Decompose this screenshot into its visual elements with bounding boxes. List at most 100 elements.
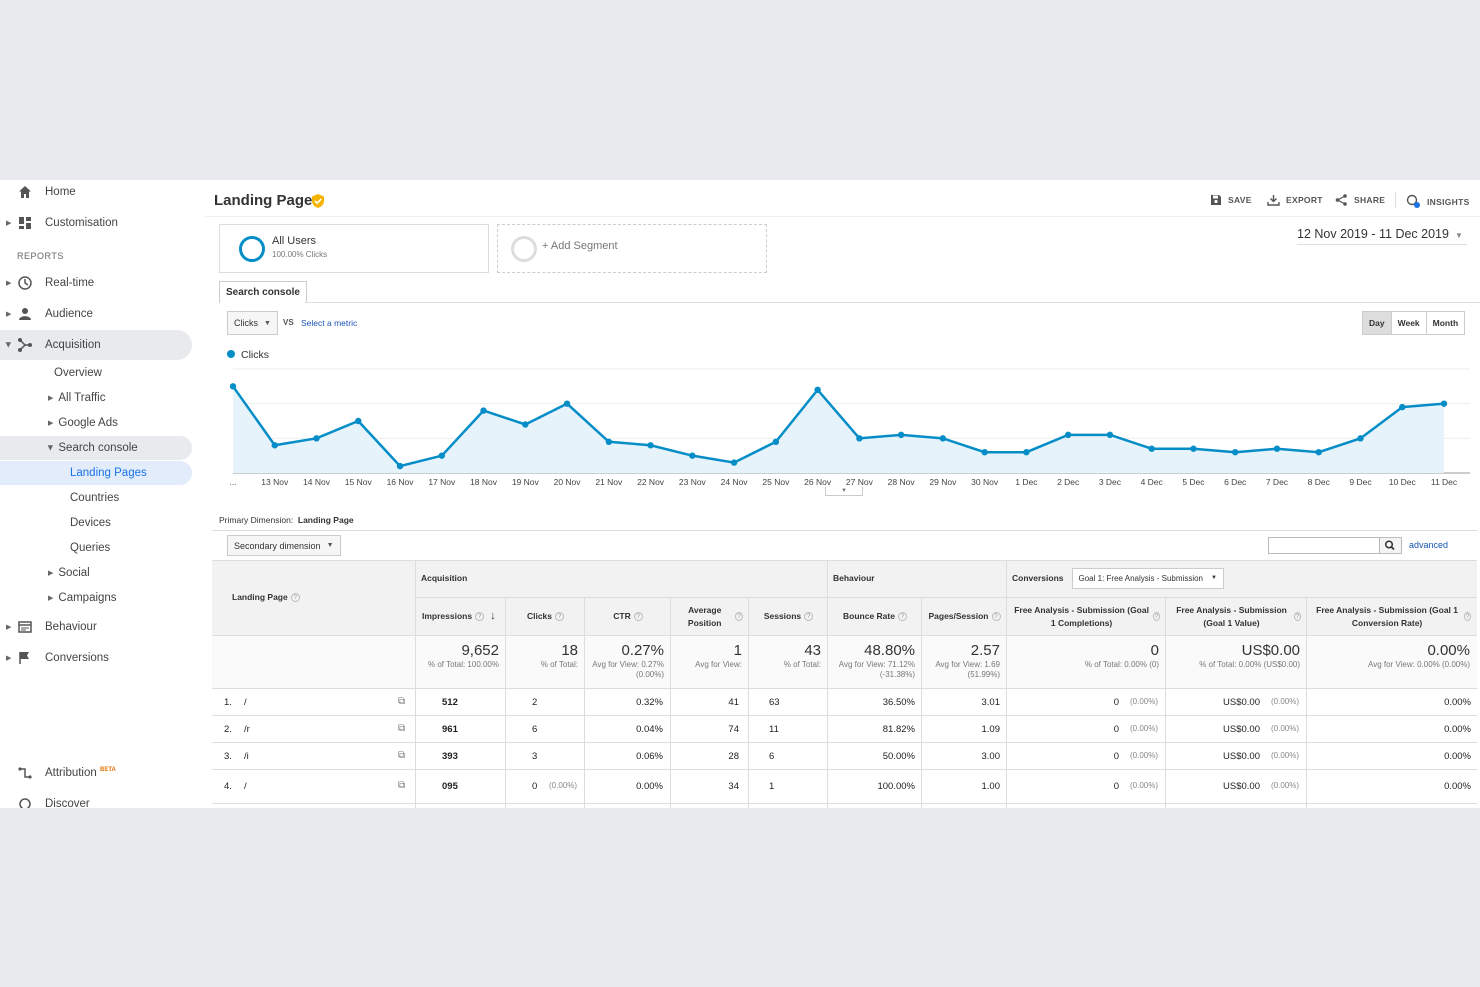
sidebar-item-customisation[interactable]: ▶ Customisation — [0, 208, 192, 238]
data-point[interactable] — [229, 383, 237, 390]
data-point[interactable] — [605, 438, 613, 445]
col-header-1[interactable]: Impressions? ↓ — [416, 598, 506, 635]
data-point[interactable] — [1064, 431, 1072, 439]
day-button[interactable]: Day — [1362, 311, 1392, 335]
data-point[interactable] — [1273, 445, 1281, 452]
col-header-5[interactable]: Sessions? — [749, 598, 828, 635]
col-header-3[interactable]: CTR? — [585, 598, 671, 635]
sidebar-item-google-ads[interactable]: ▶ Google Ads — [0, 411, 192, 435]
cell-page[interactable]: /r — [244, 723, 250, 735]
date-range-picker[interactable]: 12 Nov 2019 - 11 Dec 2019 ▼ — [1297, 227, 1463, 241]
tab-search-console[interactable]: Search console — [219, 281, 307, 303]
chart-resize-handle[interactable]: ▼ — [825, 487, 863, 496]
col-header-landing-page[interactable]: Landing Page? — [212, 560, 415, 635]
data-point[interactable] — [772, 438, 780, 445]
col-header-7[interactable]: Pages/Session? — [922, 598, 1007, 635]
data-point[interactable] — [1399, 403, 1406, 411]
data-point[interactable] — [1315, 449, 1322, 456]
sidebar-item-all-traffic[interactable]: ▶ All Traffic — [0, 386, 192, 410]
open-page-icon[interactable]: ⧉ — [398, 695, 406, 707]
help-icon[interactable]: ? — [897, 612, 907, 621]
help-icon[interactable]: ? — [804, 612, 814, 621]
col-header-9[interactable]: Free Analysis - Submission (Goal 1 Value… — [1166, 598, 1307, 635]
data-point[interactable] — [730, 459, 738, 466]
data-point[interactable] — [313, 435, 320, 442]
data-point[interactable] — [814, 386, 821, 393]
cell-page[interactable]: / — [244, 696, 247, 708]
sidebar-item-realtime[interactable]: ▶ Real-time — [0, 268, 192, 298]
help-icon[interactable]: ? — [1153, 612, 1160, 621]
col-header-6[interactable]: Bounce Rate? — [828, 598, 922, 635]
sidebar-item-acquisition[interactable]: ▶ Acquisition — [0, 330, 192, 360]
add-segment-button[interactable]: + Add Segment — [497, 224, 767, 273]
data-point[interactable] — [563, 400, 571, 407]
metric-dropdown[interactable]: Clicks ▼ — [227, 311, 278, 335]
table-row[interactable]: 3. /i ⧉ 393 3 0.06% 28 6 50.00% 3.00 0 (0.00%) US$0.… — [212, 743, 1477, 770]
help-icon[interactable]: ? — [633, 612, 643, 621]
week-button[interactable]: Week — [1390, 311, 1427, 335]
sidebar-item-discover[interactable]: Discover — [0, 789, 192, 808]
data-point[interactable] — [396, 462, 404, 470]
data-point[interactable] — [897, 431, 905, 439]
primary-dimension-value[interactable]: Landing Page — [297, 515, 354, 525]
data-point[interactable] — [939, 435, 947, 442]
table-search-button[interactable] — [1380, 537, 1402, 554]
sidebar-item-countries[interactable]: Countries — [0, 486, 192, 510]
table-row[interactable]: 4. / ⧉ 095 0 (0.00%) 0.00% 34 1 100.00% 1.00 0 (0.00… — [212, 770, 1477, 803]
help-icon[interactable]: ? — [475, 612, 485, 621]
insights-button[interactable]: INSIGHTS — [1406, 194, 1470, 209]
share-button[interactable]: SHARE — [1335, 194, 1385, 206]
save-button[interactable]: SAVE — [1210, 194, 1252, 206]
sidebar-item-behaviour[interactable]: ▶ Behaviour — [0, 612, 192, 642]
data-point[interactable] — [1148, 445, 1155, 452]
sidebar-item-overview[interactable]: Overview — [0, 361, 192, 385]
sidebar-item-queries[interactable]: Queries — [0, 536, 192, 560]
data-point[interactable] — [1190, 445, 1197, 452]
sidebar-item-landing-pages[interactable]: Landing Pages — [0, 461, 192, 485]
help-icon[interactable]: ? — [991, 612, 1001, 621]
open-page-icon[interactable]: ⧉ — [398, 779, 406, 791]
col-header-4[interactable]: Average Position? — [671, 598, 749, 635]
help-icon[interactable]: ? — [735, 612, 743, 621]
sidebar-item-attribution[interactable]: Attribution BETA — [0, 758, 192, 788]
data-point[interactable] — [271, 442, 278, 449]
data-point[interactable] — [1357, 435, 1364, 442]
sidebar-item-audience[interactable]: ▶ Audience — [0, 299, 192, 329]
col-header-10[interactable]: Free Analysis - Submission (Goal 1 Conve… — [1307, 598, 1477, 635]
advanced-link[interactable]: advanced — [1409, 540, 1449, 550]
sidebar-item-conversions[interactable]: ▶ Conversions — [0, 643, 192, 673]
sidebar-item-search-console[interactable]: ▶ Search console — [0, 436, 192, 460]
table-search-input[interactable] — [1268, 537, 1380, 554]
month-button[interactable]: Month — [1425, 311, 1466, 335]
data-point[interactable] — [856, 435, 863, 442]
cell-page[interactable]: /i — [244, 750, 249, 762]
segment-all-users[interactable]: All Users 100.00% Clicks — [219, 224, 489, 273]
help-icon[interactable]: ? — [555, 612, 565, 621]
col-header-2[interactable]: Clicks? — [506, 598, 585, 635]
open-page-icon[interactable]: ⧉ — [398, 722, 406, 734]
sidebar-item-campaigns[interactable]: ▶ Campaigns — [0, 586, 192, 610]
sidebar-item-home[interactable]: Home — [0, 180, 192, 207]
data-point[interactable] — [689, 452, 696, 459]
export-button[interactable]: EXPORT — [1267, 194, 1323, 206]
data-point[interactable] — [1023, 449, 1030, 456]
col-header-8[interactable]: Free Analysis - Submission (Goal 1 Compl… — [1007, 598, 1166, 635]
data-point[interactable] — [981, 449, 988, 456]
data-point[interactable] — [522, 421, 529, 428]
data-point[interactable] — [480, 407, 487, 414]
cell-page[interactable]: / — [244, 780, 247, 792]
help-icon[interactable]: ? — [1294, 612, 1301, 621]
data-point[interactable] — [355, 417, 362, 425]
secondary-dimension-dropdown[interactable]: Secondary dimension ▼ — [227, 535, 341, 556]
data-point[interactable] — [1232, 449, 1239, 456]
data-point[interactable] — [438, 452, 445, 459]
help-icon[interactable]: ? — [1464, 612, 1471, 621]
data-point[interactable] — [647, 442, 654, 449]
help-icon[interactable]: ? — [290, 593, 300, 602]
select-metric-link[interactable]: Select a metric — [301, 318, 358, 328]
sort-desc-icon[interactable]: ↓ — [490, 610, 496, 622]
sidebar-item-social[interactable]: ▶ Social — [0, 561, 192, 585]
open-page-icon[interactable]: ⧉ — [398, 749, 406, 761]
table-row[interactable]: 1. / ⧉ 512 2 0.32% 41 63 36.50% 3.01 0 (0.00%) US$0.… — [212, 689, 1477, 716]
data-point[interactable] — [1440, 400, 1448, 407]
